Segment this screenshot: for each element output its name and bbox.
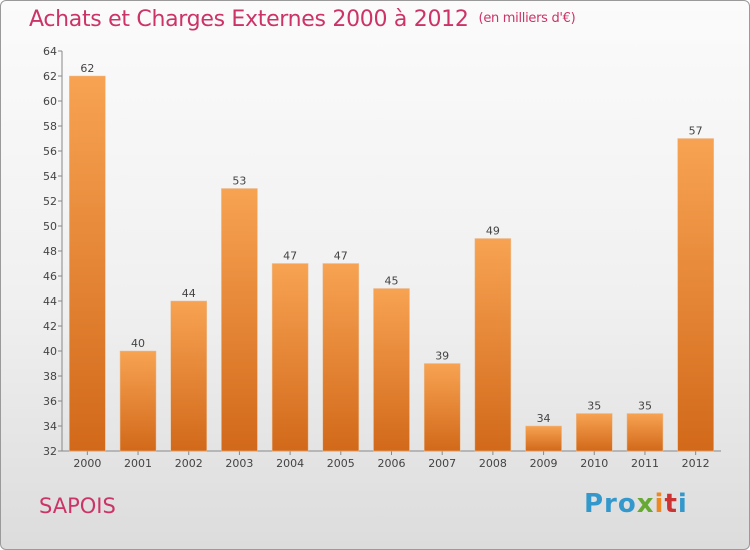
y-tick-label: 54 [43,170,57,183]
y-tick-label: 60 [43,95,57,108]
x-tick-label: 2010 [580,457,608,470]
y-tick-label: 40 [43,345,57,358]
data-label: 35 [587,400,601,413]
data-label: 40 [131,337,145,350]
chart-title-text: Achats et Charges Externes 2000 à 2012 [29,7,469,32]
x-tick-label: 2012 [682,457,710,470]
logo-part: i [654,489,665,519]
data-label: 39 [435,350,449,363]
x-tick-label: 2008 [479,457,507,470]
axes: 32 34 36 38 40 42 44 46 48 50 52 54 56 58 60 62 64 2000 20… [43,45,721,470]
y-tick-label: 32 [43,445,57,458]
y-tick-label: 48 [43,245,57,258]
proxiti-logo: Proxiti [584,489,688,519]
bar [119,350,157,452]
bar [626,413,664,452]
logo-part: Pro [584,489,637,519]
logo-part: t [664,489,678,519]
y-tick-label: 62 [43,70,57,83]
bar [525,425,562,452]
bar [221,188,258,452]
data-label: 47 [283,250,297,263]
bar [677,138,714,452]
data-label: 62 [80,62,94,75]
x-tick-label: 2007 [428,457,456,470]
x-tick-label: 2002 [175,457,203,470]
data-label: 47 [334,250,348,263]
bar [322,263,360,452]
x-tick-label: 2000 [73,457,101,470]
y-tick-label: 34 [43,420,57,433]
x-tick-label: 2011 [631,457,659,470]
bar [373,288,410,452]
data-label: 57 [689,125,703,138]
y-tick-label: 44 [43,295,57,308]
bar [423,363,461,452]
logo-part: x [636,489,655,519]
bar [474,238,512,452]
y-tick-label: 42 [43,320,57,333]
y-tick-label: 36 [43,395,57,408]
y-tick-label: 56 [43,145,57,158]
logo-part: i [677,489,688,519]
y-tick-label: 38 [43,370,57,383]
y-tick-label: 50 [43,220,57,233]
data-label: 34 [537,412,551,425]
data-labels: 62 40 44 53 47 47 45 39 49 34 35 35 57 [80,62,702,425]
data-label: 45 [385,275,399,288]
bars [69,75,714,452]
chart-subtitle: (en milliers d'€) [478,11,576,26]
y-tick-label: 64 [43,45,57,58]
place-name: SAPOIS [39,494,116,518]
y-tick-label: 58 [43,120,57,133]
x-tick-label: 2003 [225,457,253,470]
bar [170,300,207,452]
y-tick-label: 52 [43,195,57,208]
bar [576,413,613,452]
x-tick-label: 2009 [530,457,558,470]
data-label: 35 [638,400,652,413]
x-tick-label: 2004 [276,457,304,470]
x-tick-label: 2001 [124,457,152,470]
data-label: 49 [486,225,500,238]
x-tick-label: 2006 [378,457,406,470]
chart-title: Achats et Charges Externes 2000 à 2012 (e… [29,7,576,32]
data-label: 44 [182,287,196,300]
x-tick-label: 2005 [327,457,355,470]
data-label: 53 [232,175,246,188]
bar [271,263,309,452]
y-tick-label: 46 [43,270,57,283]
bar [69,75,106,452]
